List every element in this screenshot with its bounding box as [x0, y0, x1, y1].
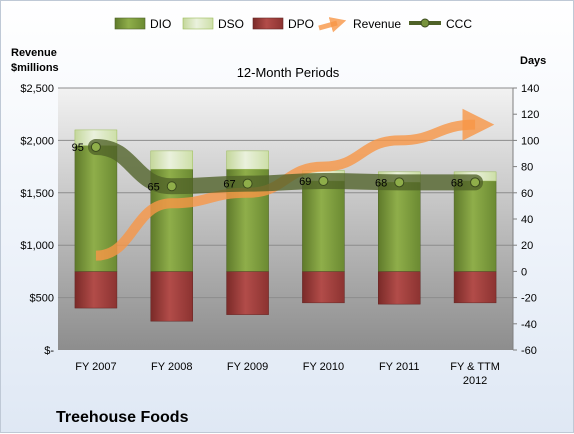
legend: DIO DSO DPO Revenue CCC	[114, 17, 472, 33]
ccc-point	[394, 177, 405, 188]
legend-item-dso: DSO	[182, 17, 244, 31]
ccc-point	[90, 141, 101, 152]
category-labels: FY 2007 FY 2008 FY 2009 FY 2010 FY 2011 FY & …	[75, 361, 500, 387]
category-label: FY 2009	[227, 361, 268, 373]
legend-item-revenue: Revenue	[318, 17, 401, 33]
ccc-data-label: 68	[451, 177, 463, 189]
right-tick-label: 120	[521, 109, 539, 121]
chart-title: 12-Month Periods	[237, 65, 340, 80]
right-tick-label: -40	[521, 319, 537, 331]
right-tick-label: 60	[521, 188, 533, 200]
bar-dpo	[453, 271, 497, 304]
category-label: FY 2008	[151, 361, 192, 373]
right-axis-title: Days	[520, 55, 546, 67]
legend-label-dio: DIO	[150, 17, 171, 31]
left-axis-ticks: $- $500 $1,000 $1,500 $2,000 $2,500	[20, 83, 54, 357]
right-tick-label: -20	[521, 293, 537, 305]
bar-dso	[150, 150, 193, 170]
legend-label-revenue: Revenue	[353, 17, 401, 31]
left-tick-label: $2,000	[20, 135, 54, 147]
ccc-point	[242, 178, 253, 189]
right-tick-label: 100	[521, 135, 539, 147]
left-tick-label: $2,500	[20, 83, 54, 95]
right-tick-label: 20	[521, 240, 533, 252]
right-tick-label: 0	[521, 266, 527, 278]
ccc-point	[318, 176, 329, 187]
right-tick-label: 140	[521, 83, 539, 95]
ccc-point	[470, 177, 481, 188]
gridlines	[58, 87, 513, 299]
left-tick-label: $-	[44, 345, 54, 357]
ccc-point	[166, 181, 177, 192]
category-label: FY 2007	[75, 361, 116, 373]
ccc-line-path	[87, 138, 484, 195]
legend-item-ccc: CCC	[409, 17, 472, 31]
bar-dpo	[302, 271, 345, 304]
right-axis-ticks: -60 -40 -20 0 20 40 60 80 100 120 140	[513, 83, 539, 357]
left-tick-label: $1,500	[20, 188, 54, 200]
category-label: 2012	[463, 375, 487, 387]
legend-label-dso: DSO	[218, 17, 244, 31]
left-axis-title-line2: $millions	[11, 62, 59, 74]
ccc-data-label: 95	[72, 142, 84, 154]
left-tick-label: $1,000	[20, 240, 54, 252]
bar-dso	[226, 150, 269, 170]
right-tick-label: 80	[521, 162, 533, 174]
legend-item-dio: DIO	[114, 17, 171, 31]
ccc-data-label: 65	[148, 181, 160, 193]
legend-item-dpo: DPO	[252, 17, 314, 31]
left-axis-title-line1: Revenue	[11, 47, 57, 59]
ccc-data-label: 69	[299, 176, 311, 188]
company-name: Treehouse Foods	[56, 409, 189, 426]
legend-label-dpo: DPO	[288, 17, 314, 31]
ccc-data-label: 68	[375, 177, 387, 189]
ccc-line: 95 65 67 69 68 68	[72, 138, 484, 195]
left-tick-label: $500	[30, 293, 54, 305]
bar-dio	[378, 182, 421, 272]
right-tick-label: -60	[521, 345, 537, 357]
bar-dpo	[226, 271, 269, 315]
bar-dpo	[150, 271, 193, 322]
ccc-data-label: 67	[223, 179, 235, 191]
right-tick-label: 40	[521, 214, 533, 226]
bar-dio	[302, 180, 345, 272]
bar-dio	[453, 180, 497, 272]
bar-dpo	[74, 271, 118, 309]
category-label: FY 2011	[379, 361, 420, 373]
category-label: FY 2010	[303, 361, 344, 373]
legend-label-ccc: CCC	[446, 17, 472, 31]
bar-dpo	[378, 271, 421, 305]
category-label: FY & TTM	[450, 361, 500, 373]
